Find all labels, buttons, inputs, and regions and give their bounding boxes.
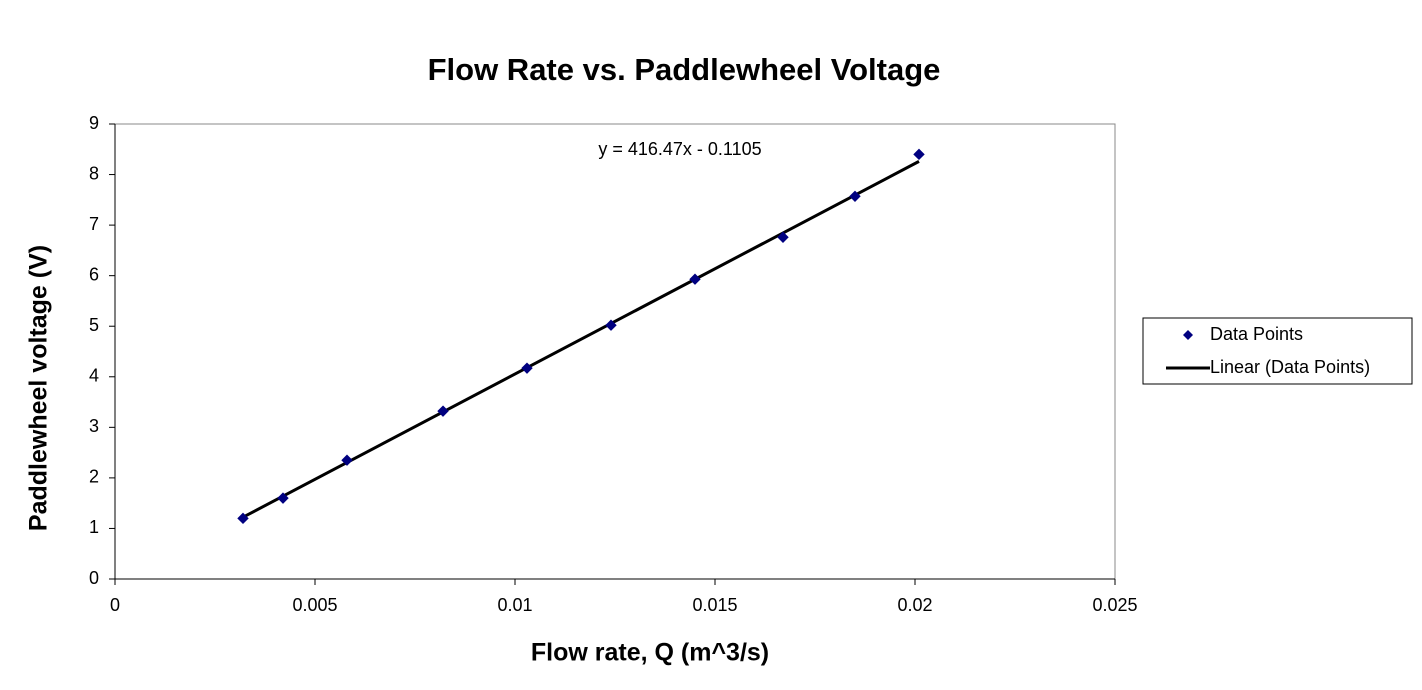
x-tick-label: 0.005 [292,595,337,615]
y-tick-label: 4 [89,366,99,386]
x-tick-label: 0.025 [1092,595,1137,615]
data-point [913,148,925,161]
x-tick-label: 0.02 [897,595,932,615]
chart-title: Flow Rate vs. Paddlewheel Voltage [428,52,941,87]
data-point [341,454,353,466]
data-point [237,512,249,525]
x-axis-label: Flow rate, Q (m^3/s) [531,639,769,667]
trendline [242,160,920,519]
y-tick-label: 6 [89,264,99,284]
legend [1142,317,1413,385]
y-axis-label: Paddlewheel voltage (V) [25,245,53,531]
data-point [277,492,289,504]
y-tick-label: 5 [89,315,99,335]
data-point [849,190,861,203]
data-point [605,319,617,331]
data-point [777,231,789,243]
y-tick-label: 8 [89,163,99,183]
data-point [437,405,449,417]
legend-label: Linear (Data Points) [1210,357,1370,377]
y-tick-label: 1 [89,517,99,537]
data-point [689,273,701,285]
legend-label: Data Points [1210,324,1303,344]
x-tick-label: 0.01 [497,595,532,615]
plot-area [114,123,1116,580]
y-tick-label: 9 [89,113,99,133]
y-tick-label: 0 [89,568,99,588]
y-tick-label: 7 [89,214,99,234]
data-point [521,362,533,374]
legend-marker [1183,330,1193,340]
x-tick-label: 0.015 [692,595,737,615]
x-tick-label: 0 [110,595,120,615]
trendline-equation: y = 416.47x - 0.1105 [598,139,761,159]
y-tick-label: 3 [89,416,99,436]
y-tick-label: 2 [89,467,99,487]
